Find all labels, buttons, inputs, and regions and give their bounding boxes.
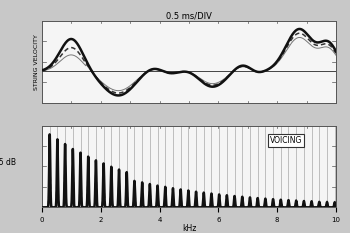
- Text: VOICING: VOICING: [270, 136, 302, 145]
- X-axis label: kHz: kHz: [182, 224, 196, 233]
- Text: 15 dB: 15 dB: [0, 158, 15, 167]
- Y-axis label: STRING VELOCITY: STRING VELOCITY: [34, 34, 39, 90]
- Title: 0.5 ms/DIV: 0.5 ms/DIV: [166, 11, 212, 20]
